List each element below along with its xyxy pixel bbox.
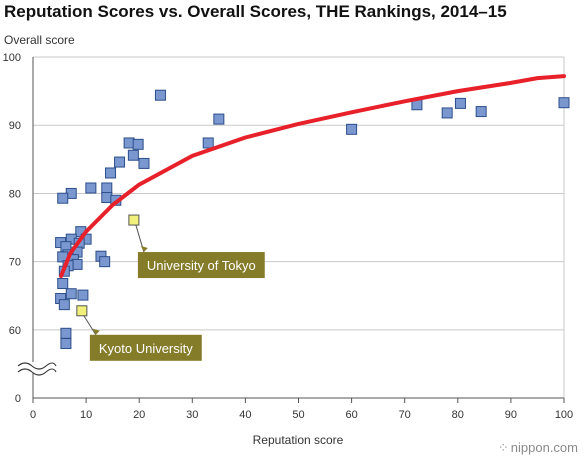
data-point [558, 97, 570, 109]
x-tick-label: 0 [30, 409, 36, 421]
callout-label: Kyoto University [99, 341, 193, 356]
axis-break-wave [17, 362, 57, 370]
axis-break-wave [17, 368, 57, 376]
x-tick-label: 100 [555, 409, 573, 421]
axis-break-gap [16, 362, 50, 373]
data-point [441, 107, 453, 119]
y-axis-label: Overall score [4, 33, 75, 47]
x-tick-label: 90 [505, 409, 517, 421]
data-point [101, 182, 113, 194]
x-tick-label: 80 [452, 409, 464, 421]
y-tick-label: 80 [9, 188, 21, 200]
data-point [58, 299, 70, 311]
data-point [475, 106, 487, 118]
data-point [85, 182, 97, 194]
highlighted-points [76, 214, 140, 317]
data-point [99, 256, 111, 268]
data-point [202, 137, 214, 149]
y-tick-label: 70 [9, 257, 21, 269]
data-point [127, 149, 139, 161]
data-point [65, 288, 77, 300]
highlight-point [76, 305, 88, 317]
data-point [154, 89, 166, 101]
data-point [101, 192, 113, 204]
trend-line-group [59, 74, 566, 278]
data-point [454, 97, 466, 109]
y-tick-label: 60 [9, 325, 21, 337]
data-point [114, 156, 126, 168]
x-tick-labels: 0 10 20 30 40 50 60 70 80 90 100 [30, 409, 573, 421]
data-point [346, 123, 358, 135]
x-tick-label: 10 [80, 409, 92, 421]
y-tick-labels: 0 60 70 80 90 100 [3, 52, 21, 405]
y-tick-label: 100 [3, 52, 21, 64]
callout-pointer [92, 328, 100, 335]
trend-line [59, 74, 566, 278]
data-point [60, 327, 72, 339]
axes [32, 57, 565, 403]
data-point [132, 138, 144, 150]
x-tick-label: 30 [186, 409, 198, 421]
callout-label: University of Tokyo [147, 258, 256, 273]
data-point [105, 167, 117, 179]
callout-box [89, 334, 202, 361]
x-tick-label: 60 [345, 409, 357, 421]
x-tick-label: 40 [239, 409, 251, 421]
data-point [138, 157, 150, 169]
x-tick-label: 20 [133, 409, 145, 421]
data-point [123, 137, 135, 149]
x-axis-label: Reputation score [253, 433, 344, 447]
y-tick-label: 90 [9, 120, 21, 132]
brand-text: nippon.com [510, 440, 578, 455]
y-tick-label: 0 [15, 393, 21, 405]
data-point [213, 113, 225, 125]
highlight-point [128, 214, 140, 226]
chart-title: Reputation Scores vs. Overall Scores, TH… [4, 2, 507, 21]
data-point [57, 277, 69, 289]
data-point [60, 338, 72, 350]
brand-logo: ⁘ nippon.com [498, 440, 578, 456]
data-point [77, 289, 89, 301]
brand-mark-icon: ⁘ [497, 440, 509, 455]
x-tick-label: 50 [292, 409, 304, 421]
callout-pointer [140, 246, 148, 253]
data-point [71, 258, 83, 270]
callouts: University of Tokyo Kyoto University [83, 224, 265, 361]
x-tick-label: 70 [399, 409, 411, 421]
callout-leader [83, 315, 97, 336]
callout-box [137, 252, 265, 279]
axis-break-icon [16, 362, 57, 376]
data-point [57, 192, 69, 204]
